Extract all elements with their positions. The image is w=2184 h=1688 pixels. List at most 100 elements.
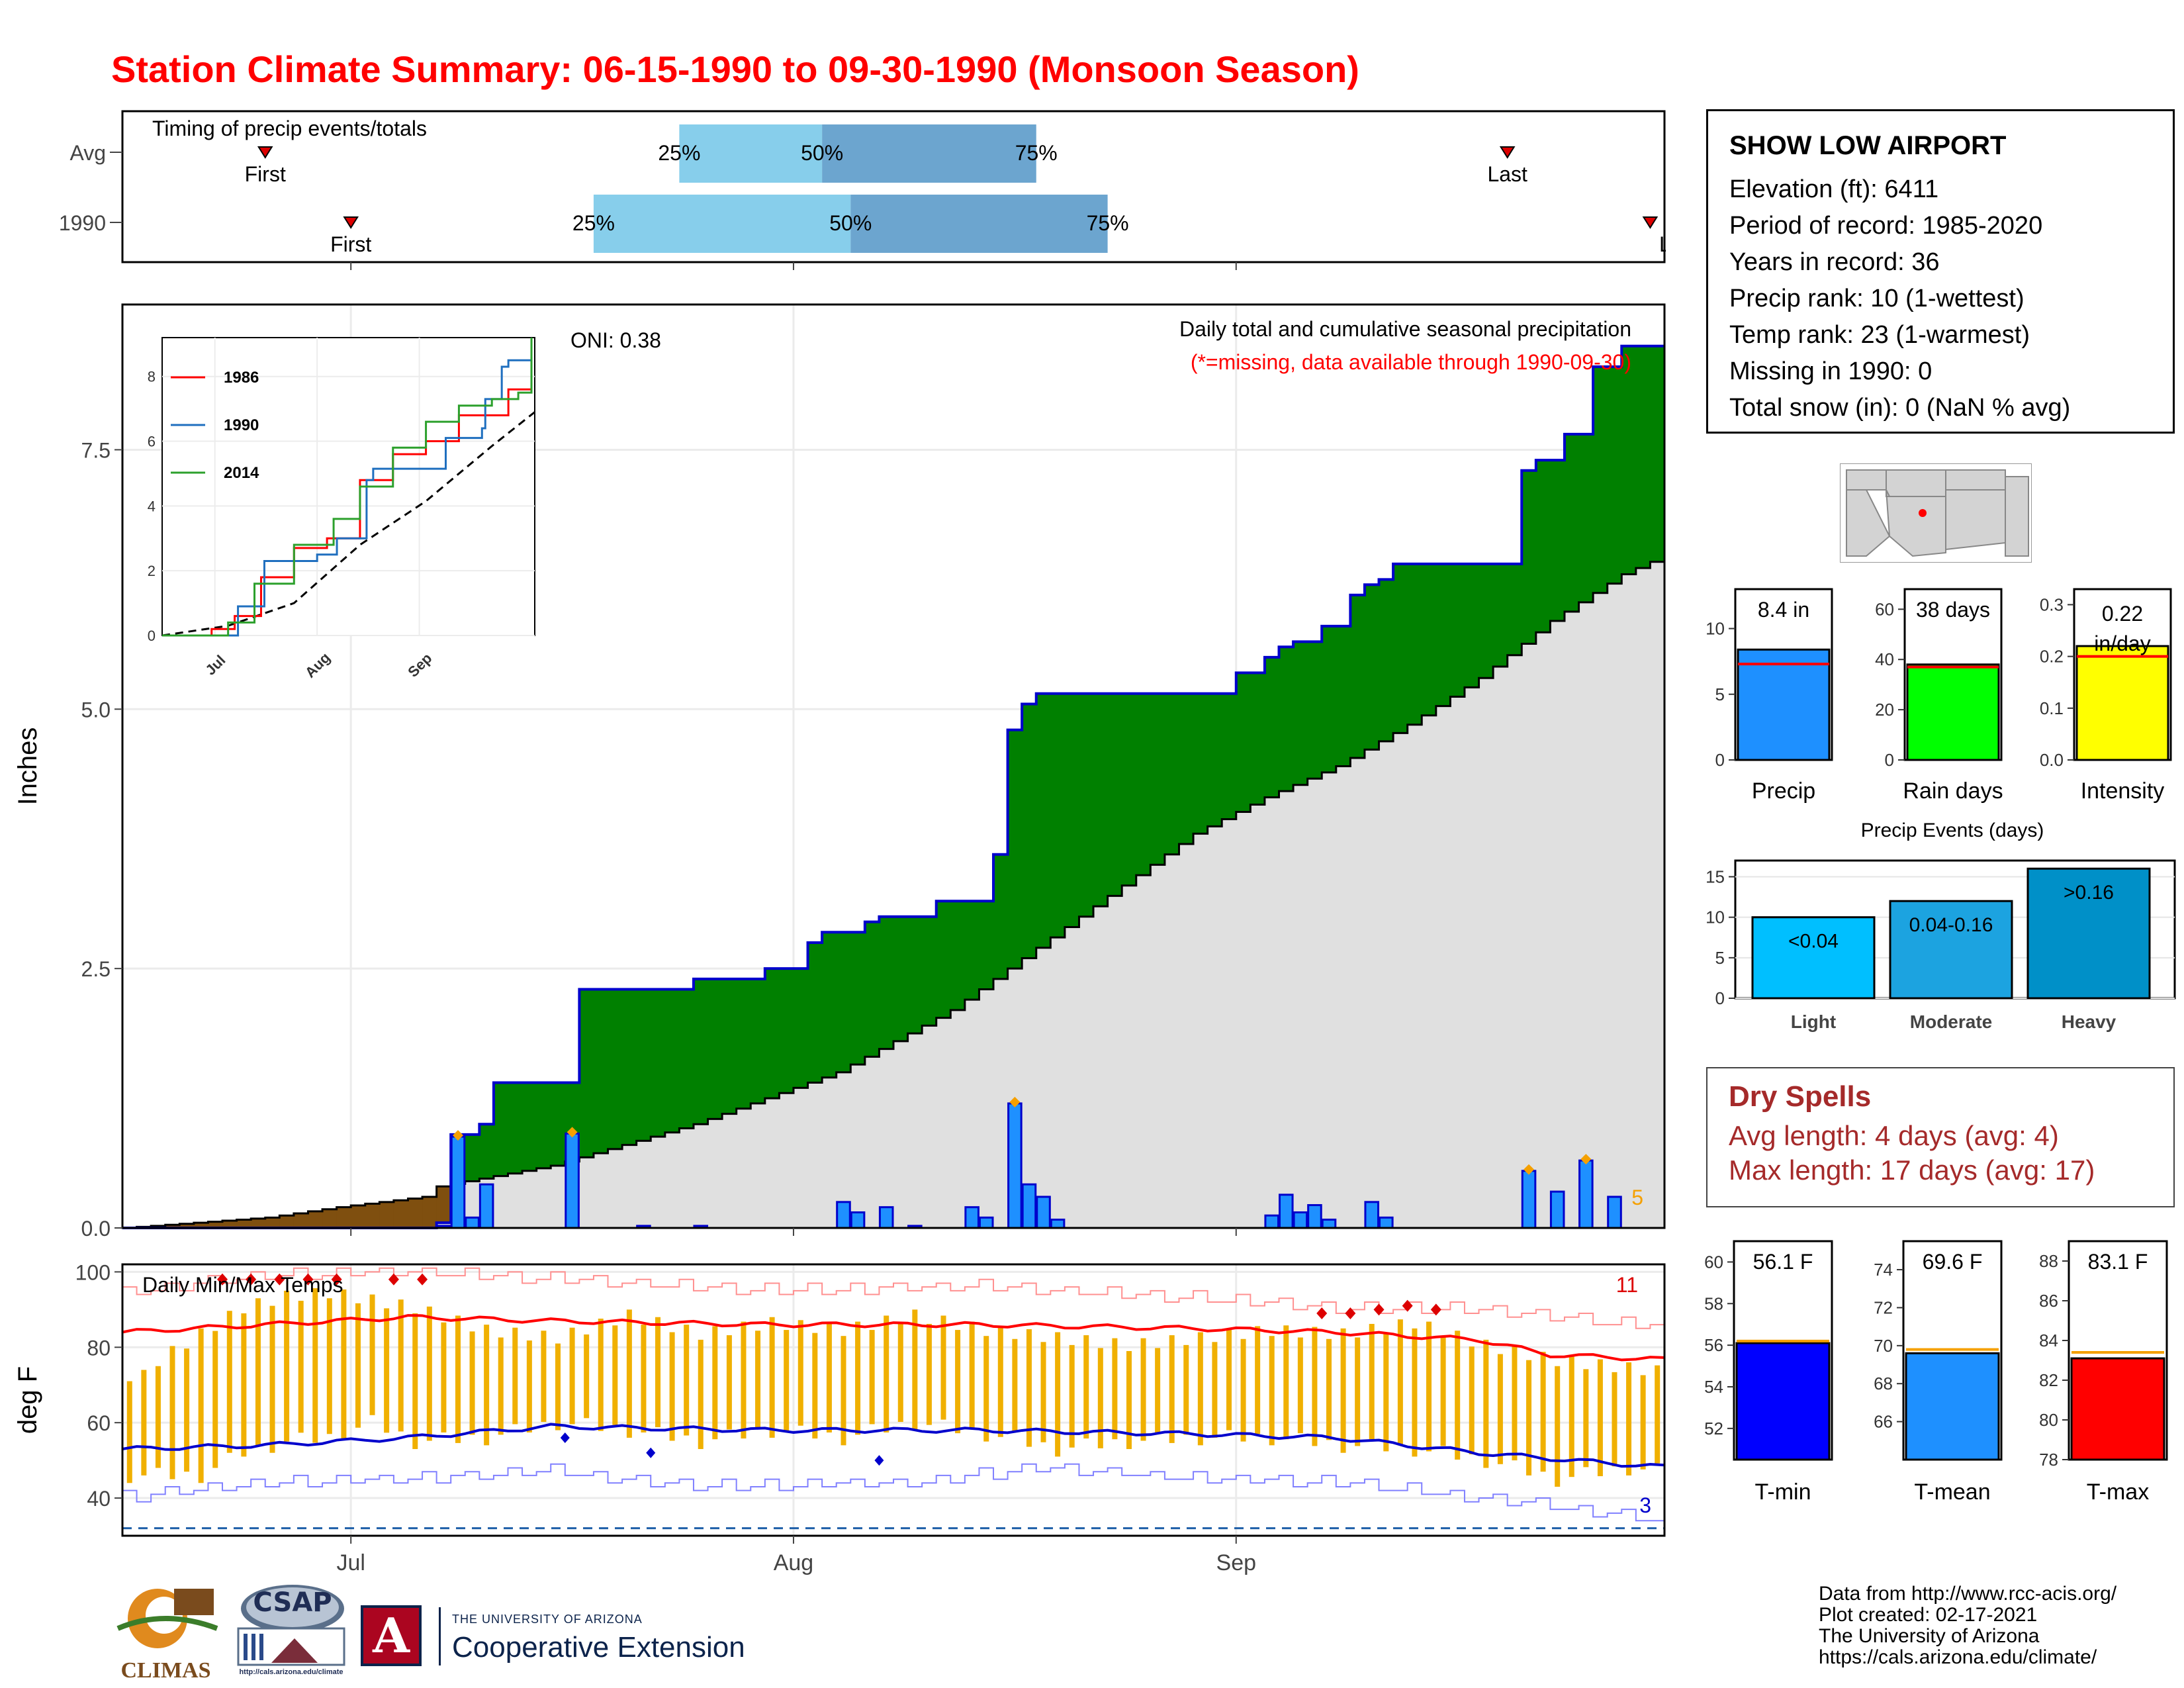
surplus-area: [1036, 693, 1051, 948]
daily-temp-bar: [598, 1319, 604, 1431]
inset-y-tick-label: 8: [148, 369, 156, 385]
precip-y-axis-title: Inches: [13, 727, 42, 806]
daily-temp-bar: [412, 1313, 418, 1450]
record-high-marker: [217, 1273, 228, 1286]
season-y-tick-label: 0.2: [2040, 647, 2064, 667]
season-value-bar: [1906, 663, 2000, 761]
daily-temp-bar: [1412, 1328, 1418, 1457]
timing-row-label: 1990: [59, 211, 106, 235]
surplus-area: [593, 989, 609, 1154]
surplus-area: [1422, 563, 1437, 716]
ua-a-mark: A: [361, 1605, 422, 1666]
season-value-bar: [2075, 645, 2169, 761]
daily-temp-bar: [384, 1308, 390, 1433]
events-bar-label: <0.04: [1788, 931, 1839, 953]
ua-extension-logo: A THE UNIVERSITY OF ARIZONA Cooperative …: [361, 1602, 758, 1675]
surplus-area: [1550, 460, 1565, 622]
daily-temp-bar: [626, 1309, 632, 1438]
daily-temp-bar: [1126, 1350, 1132, 1450]
surplus-area: [551, 1082, 566, 1166]
season-bars-chart: 0 5 10 Precip 0 20 40 60 Rain days 0.0 0.1 0.2 0.3 In…: [1706, 588, 2172, 804]
surplus-area: [1578, 434, 1594, 602]
record-high-marker: [1402, 1299, 1413, 1312]
timing-quantile-label: 50%: [829, 211, 872, 235]
deficit-area: [222, 1221, 238, 1228]
surplus-area: [1279, 647, 1294, 792]
daily-temp-bar: [226, 1311, 232, 1453]
surplus-area: [651, 989, 666, 1137]
daily-temp-bar: [469, 1331, 475, 1435]
inset-y-tick-label: 2: [148, 563, 156, 579]
station-line: Precip rank: 10 (1-wettest): [1729, 285, 2025, 312]
daily-temp-bar: [298, 1301, 304, 1433]
daily-temp-bar: [1583, 1369, 1589, 1468]
daily-temp-bar: [526, 1340, 532, 1432]
events-bar-label: 0.04-0.16: [1909, 914, 1993, 936]
tbar-y-tick-label: 70: [1874, 1336, 1893, 1356]
daily-temp-bar: [1026, 1329, 1032, 1447]
daily-temp-bar: [841, 1336, 846, 1446]
ua-top-label: THE UNIVERSITY OF ARIZONA: [452, 1613, 643, 1626]
tbar-y-tick-label: 88: [2039, 1251, 2058, 1271]
dry-spells-box: Dry Spells Avg length: 4 days (avg: 4) M…: [1706, 1067, 2175, 1207]
daily-temp-bar: [1440, 1337, 1446, 1446]
surplus-area: [1593, 367, 1608, 593]
precip-y-tick-label: 0.0: [81, 1217, 111, 1241]
daily-precip-bar: [1364, 1201, 1380, 1229]
daily-precip-bar: [1521, 1170, 1537, 1229]
season-category-label: Rain days: [1903, 778, 2003, 804]
daily-temp-bar: [1197, 1332, 1203, 1446]
tbar-value-label: 83.1 F: [2088, 1250, 2148, 1274]
surplus-area: [622, 989, 637, 1145]
dry-spells-max: Max length: 17 days (avg: 17): [1729, 1154, 2095, 1186]
temp-x-tick-label: Aug: [774, 1550, 814, 1575]
surplus-area: [1122, 693, 1137, 886]
daily-temp-bar: [241, 1313, 247, 1457]
footer-line: The University of Arizona: [1819, 1625, 2040, 1647]
tbar-category-label: T-mean: [1914, 1479, 1990, 1505]
record-high-marker: [1316, 1307, 1328, 1320]
events-title: Precip Events (days): [1861, 820, 2044, 841]
daily-temp-bar: [955, 1330, 961, 1434]
footer-credits: Data from http://www.rcc-acis.org/ Plot …: [1819, 1583, 2176, 1668]
surplus-area: [1635, 346, 1651, 569]
deficit-area: [251, 1218, 266, 1228]
record-high-marker: [388, 1273, 399, 1286]
tbar-y-tick-label: 86: [2039, 1291, 2058, 1311]
surplus-area: [664, 989, 680, 1133]
surplus-area: [1535, 460, 1551, 633]
surplus-area: [764, 968, 780, 1099]
station-location-dot: [1919, 509, 1927, 517]
surplus-area: [579, 989, 594, 1158]
precip-corner-number: 5: [1631, 1186, 1643, 1209]
deficit-area: [279, 1215, 295, 1228]
timing-title: Timing of precip events/totals: [152, 117, 427, 140]
season-y-tick-label: 10: [1706, 619, 1725, 639]
record-high-marker: [1345, 1307, 1356, 1320]
surplus-area: [1564, 434, 1580, 612]
precip-event-marker: [1580, 1154, 1592, 1165]
deficit-area: [422, 1196, 437, 1228]
surplus-area: [1493, 563, 1508, 667]
temp-x-tick-label: Sep: [1216, 1550, 1257, 1575]
daily-temp-bar: [426, 1306, 432, 1441]
deficit-area: [308, 1211, 323, 1228]
precip-y-tick-label: 5.0: [81, 698, 111, 722]
daily-temp-bar: [341, 1289, 347, 1440]
record-high-marker: [246, 1273, 257, 1286]
daily-temp-bar: [869, 1330, 875, 1425]
map-states: [1846, 469, 2029, 557]
season-y-tick-label: 0.1: [2040, 698, 2064, 718]
daily-precip-bar: [1050, 1218, 1066, 1229]
inset-y-tick-label: 4: [148, 498, 156, 514]
tbar-value-bar: [1735, 1342, 1831, 1461]
surplus-area: [636, 989, 651, 1141]
timing-quantile-label: 50%: [801, 141, 843, 165]
surplus-area: [1022, 704, 1037, 959]
record-min-line: [122, 1463, 1664, 1522]
temp-y-tick-label: 100: [75, 1260, 111, 1284]
temp-chart: 40 60 80 100 Jul Aug Sep deg F Daily Min/Max Tem…: [13, 1260, 1666, 1575]
daily-temp-bar: [997, 1326, 1003, 1437]
surplus-area: [1621, 346, 1637, 575]
